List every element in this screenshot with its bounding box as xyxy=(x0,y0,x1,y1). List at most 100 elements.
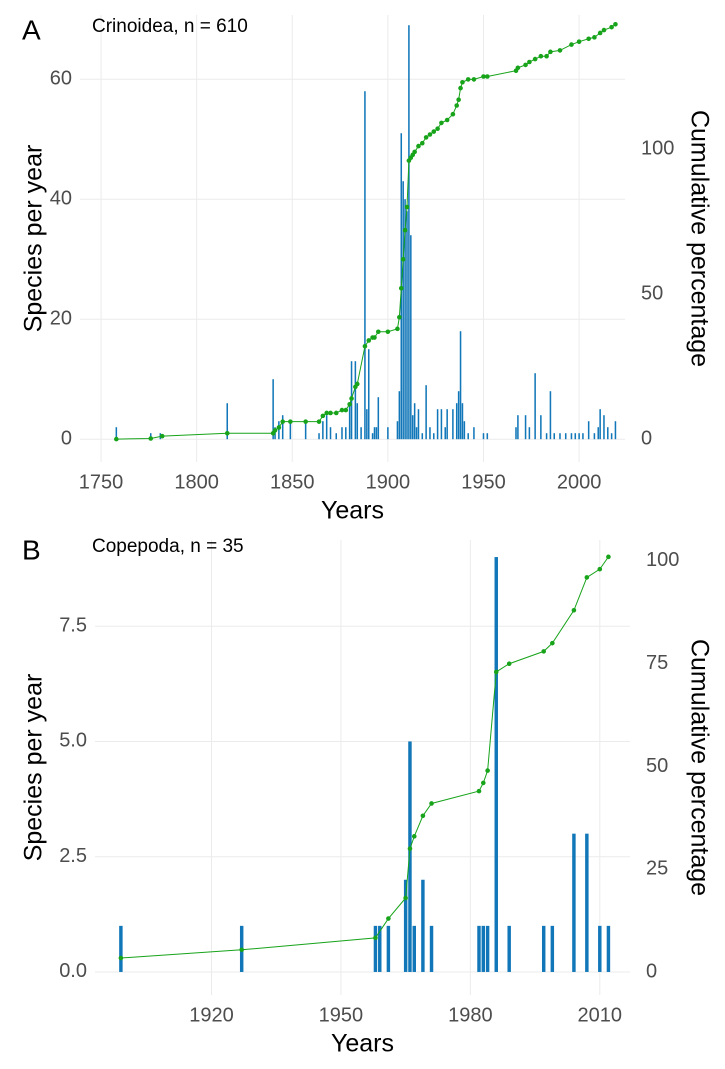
bar xyxy=(606,925,611,972)
cumulative-point xyxy=(481,780,486,786)
bar xyxy=(593,433,596,440)
bar xyxy=(599,409,601,440)
cumulative-point xyxy=(420,813,426,819)
y-tick-label: 2.5 xyxy=(59,845,87,867)
bar xyxy=(366,409,368,440)
cumulative-point xyxy=(597,30,603,36)
y2-axis-label: Cumulative percentage xyxy=(685,639,713,896)
cumulative-point xyxy=(376,329,381,335)
cumulative-point xyxy=(316,419,322,424)
x-tick-label: 1950 xyxy=(319,1004,364,1026)
cumulative-point xyxy=(613,21,618,27)
bar xyxy=(289,421,292,440)
x-tick-label: 2010 xyxy=(578,1004,623,1026)
panel: 1750 1800 1850 1900 1950 2000 0 20 40 60 0 50 100 A Cr… xyxy=(20,14,714,524)
bar xyxy=(411,415,414,440)
x-tick-label: 1850 xyxy=(270,471,315,493)
bar xyxy=(373,427,376,440)
bar xyxy=(371,433,374,440)
cumulative-line xyxy=(120,556,609,959)
cumulative-point xyxy=(465,77,471,82)
bar xyxy=(481,925,486,972)
bar xyxy=(559,433,561,440)
bar xyxy=(587,421,590,440)
bar xyxy=(440,409,443,440)
cumulative-point xyxy=(398,285,404,291)
cumulative-point xyxy=(444,117,450,123)
cumulative-point xyxy=(333,410,339,416)
cumulative-point xyxy=(114,436,119,442)
cumulative-point xyxy=(538,53,544,59)
bar xyxy=(597,427,599,440)
cumulative-point xyxy=(481,74,486,79)
cumulative-point xyxy=(349,396,354,401)
cumulative-point xyxy=(485,768,490,773)
cumulative-point xyxy=(586,36,591,42)
bar xyxy=(406,211,408,440)
y2-tick-label: 0 xyxy=(646,960,657,982)
cumulative-point xyxy=(527,59,532,65)
cumulative-point xyxy=(476,788,482,794)
bar xyxy=(325,415,328,440)
bar xyxy=(329,427,332,440)
y-axis-label: Species per year xyxy=(20,145,48,333)
bar xyxy=(421,433,424,440)
bar xyxy=(549,391,552,440)
bar xyxy=(377,397,380,440)
bar xyxy=(375,427,378,440)
cumulative-point xyxy=(324,410,329,416)
bar xyxy=(541,925,546,972)
bar xyxy=(528,427,531,440)
y2-tick-label: 25 xyxy=(646,858,668,880)
bar xyxy=(421,879,425,972)
cumulative-point xyxy=(423,135,429,140)
cumulative-point xyxy=(372,335,377,340)
cumulative-point xyxy=(272,428,278,433)
cumulative-point xyxy=(416,143,421,149)
bar xyxy=(278,421,280,440)
bar xyxy=(318,433,320,440)
bar xyxy=(335,433,338,440)
bar xyxy=(570,433,573,440)
cumulative-point xyxy=(576,39,582,44)
cumulative-point xyxy=(280,419,286,424)
annotation: Crinoidea, n = 610 xyxy=(92,16,248,37)
bar xyxy=(356,403,359,440)
cumulative-point xyxy=(366,338,372,343)
bar xyxy=(436,409,439,440)
cumulative-point xyxy=(397,314,402,320)
bar xyxy=(598,925,602,972)
cumulative-point xyxy=(532,56,538,62)
bar xyxy=(585,833,589,972)
panel-label: A xyxy=(22,14,41,45)
bar xyxy=(486,433,489,440)
bar xyxy=(517,415,519,440)
cumulative-point xyxy=(412,149,417,155)
bar xyxy=(545,433,548,440)
y2-tick-label: 0 xyxy=(641,427,652,449)
bar xyxy=(574,433,577,440)
bar xyxy=(404,199,406,440)
bar xyxy=(415,427,418,440)
bar xyxy=(572,833,576,972)
cumulative-point xyxy=(493,669,499,675)
y2-tick-label: 50 xyxy=(646,755,668,777)
panel-label: B xyxy=(22,534,41,565)
cumulative-point xyxy=(541,649,547,654)
y-tick-label: 7.5 xyxy=(59,614,87,636)
cumulative-point xyxy=(385,329,391,335)
x-tick-label: 1900 xyxy=(366,471,411,493)
cumulative-point xyxy=(343,407,349,413)
cumulative-point xyxy=(557,48,563,53)
cumulative-point xyxy=(606,554,611,560)
cumulative-point xyxy=(506,661,512,667)
bar xyxy=(402,181,404,440)
bar xyxy=(396,421,399,440)
bar xyxy=(272,379,274,440)
cumulative-point xyxy=(460,79,465,85)
cumulative-point xyxy=(373,935,378,941)
cumulative-point xyxy=(569,42,574,47)
cumulative-point xyxy=(224,430,230,436)
cumulative-point xyxy=(439,120,444,126)
